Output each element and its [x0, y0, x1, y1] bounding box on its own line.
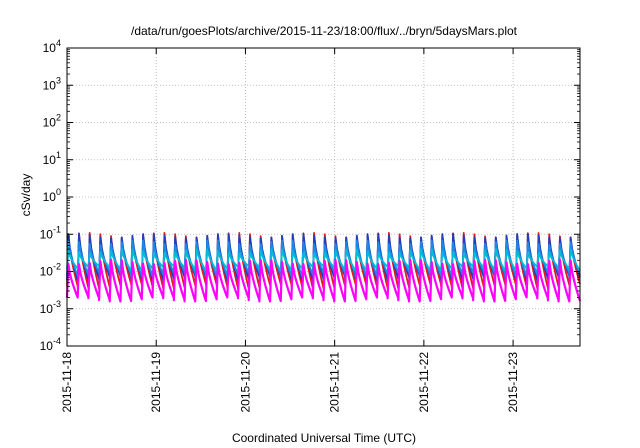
chart-title: /data/run/goesPlots/archive/2015-11-23/1…	[131, 24, 518, 38]
y-tick-base: 10	[40, 302, 54, 316]
y-tick-exponent: -4	[53, 336, 61, 346]
y-tick-base: 10	[40, 265, 54, 279]
y-tick-exponent: -1	[53, 224, 61, 234]
y-tick-label: 102	[43, 113, 61, 130]
y-tick-exponent: 3	[56, 75, 61, 85]
y-tick-label: 10-1	[40, 224, 61, 241]
x-tick-label: 2015-11-23	[506, 352, 520, 413]
y-tick-exponent: 2	[56, 113, 61, 123]
x-tick-label: 2015-11-22	[417, 352, 431, 413]
x-tick-label: 2015-11-20	[238, 352, 252, 413]
x-tick-label: 2015-11-21	[328, 352, 342, 413]
x-axis: 2015-11-18 2015-11-19 2015-11-20 2015-11-21…	[60, 48, 520, 413]
y-tick-exponent: -3	[53, 299, 61, 309]
y-tick-label: 10-3	[40, 299, 61, 316]
y-tick-exponent: 1	[56, 150, 61, 160]
y-axis-label: cSv/day	[19, 174, 33, 217]
y-tick-label: 10-4	[40, 336, 61, 353]
x-tick-label: 2015-11-18	[60, 352, 74, 413]
y-tick-base: 10	[43, 190, 57, 204]
y-tick-exponent: 0	[56, 187, 61, 197]
y-tick-base: 10	[43, 116, 57, 130]
y-tick-exponent: 4	[56, 38, 61, 48]
x-tick-label: 2015-11-19	[149, 352, 163, 413]
series-line	[65, 258, 582, 303]
y-tick-base: 10	[43, 78, 57, 92]
y-tick-label: 103	[43, 75, 61, 92]
y-tick-base: 10	[43, 153, 57, 167]
series-group	[65, 232, 582, 303]
y-tick-base: 10	[43, 41, 57, 55]
y-tick-label: 10-2	[40, 262, 61, 279]
y-tick-exponent: -2	[53, 262, 61, 272]
y-tick-base: 10	[40, 339, 54, 353]
x-axis-label: Coordinated Universal Time (UTC)	[232, 431, 416, 445]
y-tick-label: 100	[43, 187, 61, 204]
y-tick-base: 10	[40, 227, 54, 241]
y-tick-label: 101	[43, 150, 61, 167]
y-tick-label: 104	[43, 38, 61, 55]
